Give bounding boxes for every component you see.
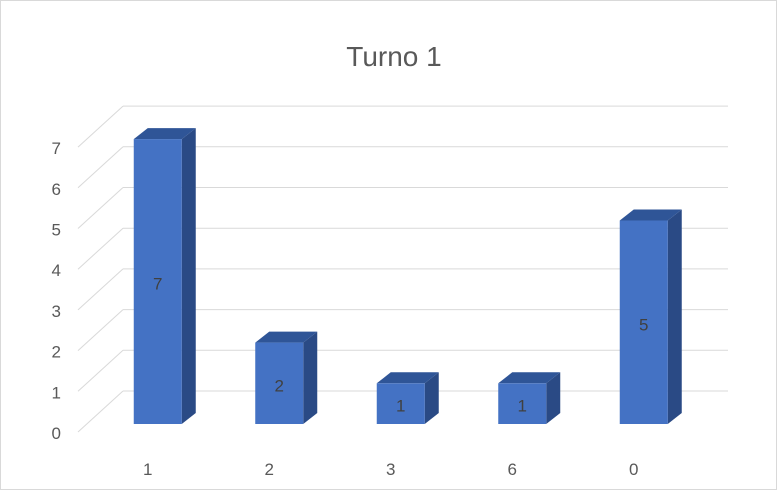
bar-side — [667, 209, 682, 424]
bar-top — [619, 209, 682, 221]
gridline-diagonal — [77, 146, 124, 189]
chart-title: Turno 1 — [346, 41, 441, 72]
y-tick-label: 1 — [52, 383, 61, 402]
bar-side — [546, 372, 561, 424]
y-tick-label: 6 — [52, 180, 61, 199]
y-axis: 0 1 2 3 4 5 6 7 — [52, 139, 61, 443]
gridline-diagonal — [77, 390, 124, 433]
data-label: 1 — [518, 397, 527, 416]
bar — [619, 220, 668, 424]
y-tick-label: 5 — [52, 221, 61, 240]
bar-top — [255, 331, 318, 343]
gridline-diagonal — [77, 268, 124, 311]
y-tick-label: 3 — [52, 302, 61, 321]
x-tick-label: 2 — [265, 460, 274, 479]
gridline-diagonal — [77, 227, 124, 270]
gridline-diagonal — [77, 349, 124, 392]
bar-top — [498, 372, 561, 384]
gridline-diagonal — [77, 105, 124, 148]
data-label: 7 — [153, 275, 162, 294]
bar — [255, 342, 304, 424]
x-axis: 1 2 3 6 0 — [143, 460, 638, 479]
x-tick-label: 1 — [143, 460, 152, 479]
x-tick-label: 6 — [508, 460, 517, 479]
bar-top — [133, 128, 196, 140]
data-label: 2 — [275, 376, 284, 395]
bar-side — [424, 372, 439, 424]
bar — [376, 383, 425, 424]
data-label: 1 — [396, 397, 405, 416]
x-tick-label: 3 — [386, 460, 395, 479]
bars: 7 2 1 1 5 — [133, 128, 682, 424]
y-tick-label: 2 — [52, 343, 61, 362]
gridline-diagonal — [77, 309, 124, 351]
gridline-diagonal — [77, 187, 124, 229]
data-label: 5 — [639, 315, 648, 334]
bar — [498, 383, 547, 424]
bar-side — [181, 128, 196, 424]
y-tick-label: 4 — [52, 261, 61, 280]
bar-side — [303, 331, 318, 424]
y-tick-label: 7 — [52, 139, 61, 158]
bar — [133, 139, 182, 424]
bar-top — [376, 372, 439, 384]
x-tick-label: 0 — [629, 460, 638, 479]
y-tick-label: 0 — [52, 424, 61, 443]
